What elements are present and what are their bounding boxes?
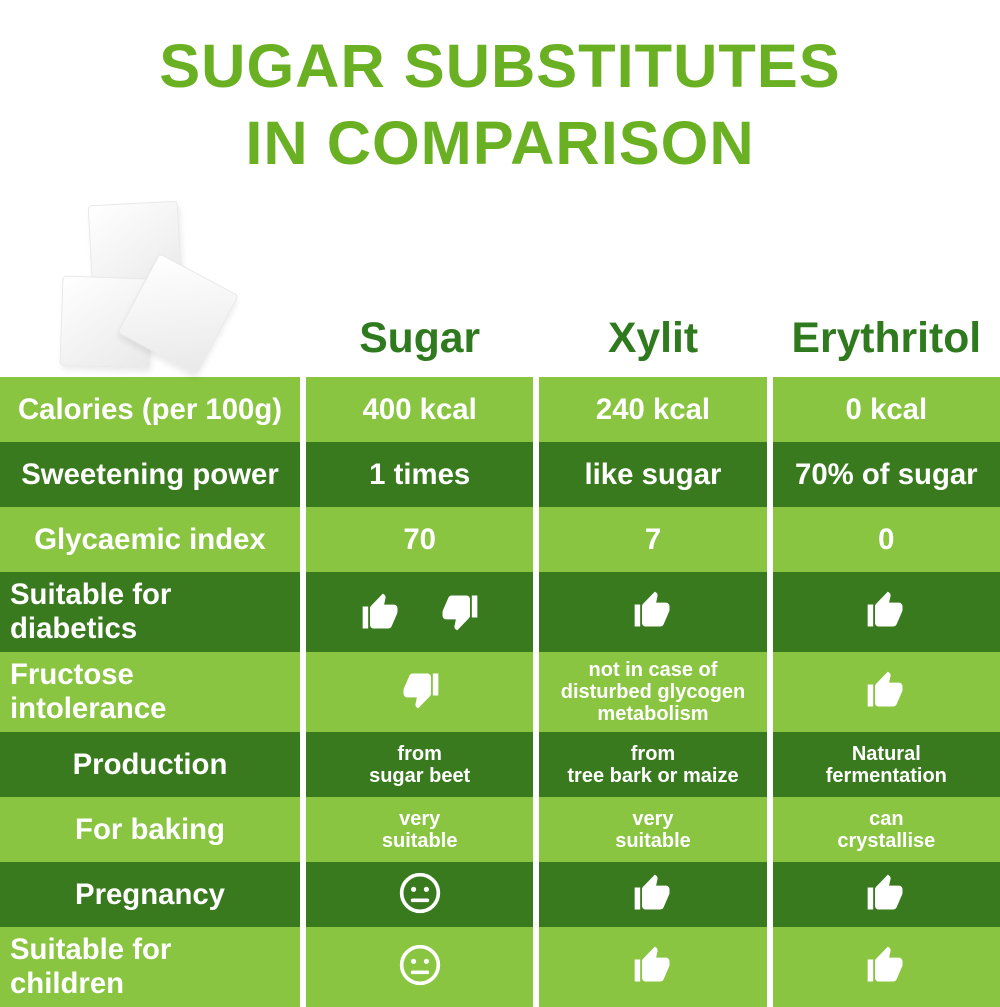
cell-icons [359,590,481,634]
column-headers: Sugar Xylit Erythritol [0,181,1000,377]
row-label: Calories (per 100g) [0,377,300,442]
row-label: Production [0,732,300,797]
thumbs-up-icon [864,943,908,987]
table-cell: like sugar [539,442,766,507]
page-title: SUGAR SUBSTITUTES IN COMPARISON [0,0,1000,181]
table-cell: fromsugar beet [306,732,533,797]
table-cell [539,927,766,1007]
table-cell: cancrystallise [773,797,1000,862]
table-cell: 70 [306,507,533,572]
table-cell: fromtree bark or maize [539,732,766,797]
thumbs-up-icon [864,668,908,712]
cell-text: 70% of sugar [795,459,978,491]
cell-icons [864,588,908,637]
table-cell [306,862,533,927]
neutral-face-icon [398,943,442,987]
table-cell: 1 times [306,442,533,507]
cell-text: 1 times [369,459,470,491]
table-cell: 400 kcal [306,377,533,442]
table-row: Calories (per 100g) 400 kcal 240 kcal 0 kca… [0,377,1000,442]
cell-icons [864,871,908,920]
cell-text: 70 [403,524,436,556]
cell-icons [631,943,675,992]
table-row: Suitable for children [0,927,1000,1007]
table-row: For baking verysuitable verysuitable cancry… [0,797,1000,862]
cell-icons [398,943,442,992]
table-cell: verysuitable [539,797,766,862]
table-cell: 70% of sugar [773,442,1000,507]
sugar-cubes-illustration [55,203,245,363]
table-cell [773,652,1000,732]
cell-text: 240 kcal [596,394,710,426]
table-cell [773,927,1000,1007]
table-cell: not in case of disturbed glycogen metabo… [539,652,766,732]
table-cell [773,862,1000,927]
table-row: Suitable for diabetics [0,572,1000,652]
cell-icons [631,871,675,920]
cell-text: cancrystallise [837,808,935,852]
neutral-face-icon [398,871,442,915]
cell-text: verysuitable [382,808,458,852]
thumbs-up-icon [359,590,403,634]
cell-text: 0 kcal [846,394,928,426]
thumbs-up-icon [631,871,675,915]
cell-text: 7 [645,524,661,556]
thumbs-up-icon [631,588,675,632]
title-line-1: SUGAR SUBSTITUTES [0,28,1000,105]
cell-icons [864,668,908,717]
column-header-sugar: Sugar [306,314,533,363]
cell-text: verysuitable [615,808,691,852]
cell-icons [864,943,908,992]
row-label: Suitable for children [0,927,300,1007]
cell-text: fromtree bark or maize [567,743,738,787]
row-label: Suitable for diabetics [0,572,300,652]
cell-icons [398,668,442,717]
table-cell: 0 [773,507,1000,572]
table-cell [306,652,533,732]
row-label: For baking [0,797,300,862]
table-cell: Naturalfermentation [773,732,1000,797]
row-label: Glycaemic index [0,507,300,572]
thumbs-down-icon [398,668,442,712]
cell-icons [631,588,675,637]
thumbs-down-icon [437,590,481,634]
table-row: Glycaemic index7070 [0,507,1000,572]
table-cell [306,572,533,652]
table-cell: 7 [539,507,766,572]
table-cell [773,572,1000,652]
table-row: Sweetening power 1 times like sugar 70% of … [0,442,1000,507]
row-label: Sweetening power [0,442,300,507]
column-header-erythritol: Erythritol [773,314,1000,363]
table-row: Pregnancy [0,862,1000,927]
cell-text: like sugar [585,459,722,491]
row-label: Fructose intolerance [0,652,300,732]
table-cell [539,572,766,652]
table-row: Fructose intolerance not in case of distu… [0,652,1000,732]
cell-text: 0 [878,524,894,556]
table-row: Production fromsugar beet fromtree bark or… [0,732,1000,797]
table-cell [539,862,766,927]
column-header-xylit: Xylit [539,314,766,363]
comparison-table: Calories (per 100g) 400 kcal 240 kcal 0 kca… [0,377,1000,1007]
cell-text: Naturalfermentation [826,743,947,787]
table-cell [306,927,533,1007]
row-label: Pregnancy [0,862,300,927]
cell-text: fromsugar beet [369,743,470,787]
header-image-col [0,203,300,363]
cell-icons [398,871,442,920]
thumbs-up-icon [631,943,675,987]
table-cell: 0 kcal [773,377,1000,442]
table-cell: verysuitable [306,797,533,862]
thumbs-up-icon [864,588,908,632]
table-cell: 240 kcal [539,377,766,442]
cell-text: 400 kcal [363,394,477,426]
cell-text: not in case of disturbed glycogen metabo… [547,659,758,725]
thumbs-up-icon [864,871,908,915]
title-line-2: IN COMPARISON [0,105,1000,182]
